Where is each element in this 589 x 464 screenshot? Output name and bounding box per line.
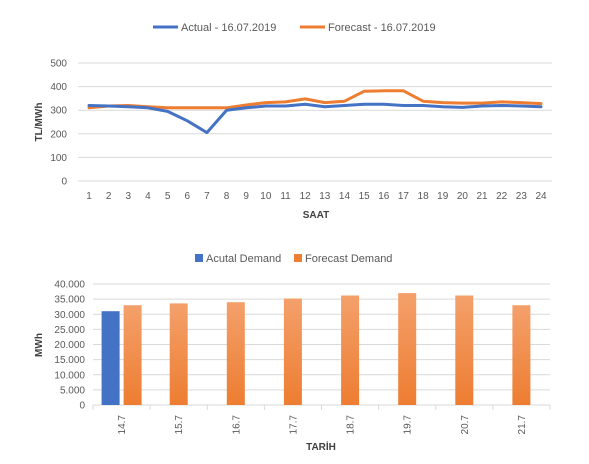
y-tick-label: 300 xyxy=(50,106,67,117)
legend-label-forecast-demand: Forecast Demand xyxy=(305,253,392,265)
x-tick-label: 14.7 xyxy=(117,415,128,435)
x-tick-label: 6 xyxy=(184,191,190,202)
legend-swatch-actual-demand xyxy=(195,254,203,262)
x-tick-label: 23 xyxy=(516,191,528,202)
x-tick-label: 15.7 xyxy=(174,415,185,435)
x-tick-label: 5 xyxy=(165,191,171,202)
x-tick-label: 13 xyxy=(319,191,331,202)
x-tick-label: 7 xyxy=(204,191,210,202)
x-tick-label: 21 xyxy=(476,191,488,202)
price-line-chart: Actual - 16.07.2019 Forecast - 16.07.201… xyxy=(34,22,552,221)
bar-forecast-demand xyxy=(455,295,474,405)
line-chart-y-ticks: 0 100 200 300 400 500 xyxy=(50,59,67,188)
bar-forecast-demand xyxy=(169,303,188,405)
y-tick-label: 35.000 xyxy=(54,295,85,306)
y-tick-label: 500 xyxy=(50,59,67,70)
line-chart-series xyxy=(87,89,543,135)
bar-forecast-demand xyxy=(398,293,417,405)
x-tick-label: 19.7 xyxy=(403,415,414,435)
x-tick-label: 14 xyxy=(339,191,351,202)
x-tick-label: 20.7 xyxy=(460,415,471,435)
bar-forecast-demand xyxy=(341,295,360,405)
series-line-actual xyxy=(87,102,543,135)
legend-swatch-forecast-demand xyxy=(294,254,302,262)
bar-actual-demand xyxy=(101,311,120,405)
line-chart-x-ticks: 1 2 3 4 5 6 7 8 9 10 11 12 13 14 15 16 17 18 19 20 21 22 23 24 xyxy=(86,191,547,202)
x-tick-label: 16 xyxy=(378,191,390,202)
x-tick-label: 10 xyxy=(260,191,272,202)
y-tick-label: 10.000 xyxy=(54,370,85,381)
x-tick-label: 21.7 xyxy=(517,415,528,435)
x-tick-label: 1 xyxy=(86,191,92,202)
y-tick-label: 5.000 xyxy=(60,385,85,396)
line-chart-y-axis-title: TL/MWh xyxy=(34,103,45,142)
bar-chart-y-axis-title: MWh xyxy=(34,333,45,357)
x-tick-label: 24 xyxy=(535,191,547,202)
bar-chart-x-ticks: 14.7 15.7 16.7 17.7 18.7 19.7 20.7 21.7 xyxy=(117,415,528,435)
x-tick-label: 17.7 xyxy=(288,415,299,435)
demand-bar-chart: Acutal Demand Forecast Demand 0 5.000 10.0… xyxy=(34,253,551,453)
x-tick-label: 20 xyxy=(457,191,469,202)
y-tick-label: 40.000 xyxy=(54,280,85,291)
bar-chart-x-axis-title: TARİH xyxy=(306,440,336,453)
bar-forecast-demand xyxy=(283,298,302,405)
y-tick-label: 25.000 xyxy=(54,325,85,336)
x-tick-label: 2 xyxy=(106,191,112,202)
line-chart-gridlines xyxy=(78,62,552,182)
x-tick-label: 16.7 xyxy=(231,415,242,435)
bar-chart-y-ticks: 0 5.000 10.000 15.000 20.000 25.000 30.000 35.0… xyxy=(54,280,85,412)
y-tick-label: 0 xyxy=(61,177,67,188)
x-tick-label: 3 xyxy=(126,191,132,202)
x-tick-label: 18 xyxy=(418,191,430,202)
series-line-forecast xyxy=(87,89,543,110)
legend-label-forecast: Forecast - 16.07.2019 xyxy=(328,22,436,34)
bar-forecast-demand xyxy=(123,305,142,405)
x-tick-label: 8 xyxy=(224,191,230,202)
y-tick-label: 0 xyxy=(79,401,85,412)
y-tick-label: 15.000 xyxy=(54,355,85,366)
y-tick-label: 20.000 xyxy=(54,340,85,351)
x-tick-label: 18.7 xyxy=(346,415,357,435)
bar-chart-bars xyxy=(101,293,531,405)
x-tick-label: 15 xyxy=(359,191,371,202)
x-tick-label: 12 xyxy=(300,191,312,202)
x-tick-label: 9 xyxy=(243,191,249,202)
y-tick-label: 100 xyxy=(50,153,67,164)
bar-forecast-demand xyxy=(512,305,531,405)
line-chart-x-axis-title: SAAT xyxy=(303,210,329,221)
x-tick-label: 22 xyxy=(496,191,508,202)
bar-chart-legend: Acutal Demand Forecast Demand xyxy=(195,253,392,265)
y-tick-label: 30.000 xyxy=(54,310,85,321)
bar-forecast-demand xyxy=(226,302,245,405)
y-tick-label: 200 xyxy=(50,129,67,140)
y-tick-label: 400 xyxy=(50,82,67,93)
legend-label-actual: Actual - 16.07.2019 xyxy=(181,22,276,34)
x-tick-label: 4 xyxy=(145,191,151,202)
x-tick-label: 19 xyxy=(437,191,449,202)
x-tick-label: 17 xyxy=(398,191,410,202)
legend-label-actual-demand: Acutal Demand xyxy=(206,253,281,265)
x-tick-label: 11 xyxy=(280,191,291,202)
line-chart-legend: Actual - 16.07.2019 Forecast - 16.07.201… xyxy=(153,22,436,34)
bar-chart-gridlines xyxy=(92,283,551,410)
